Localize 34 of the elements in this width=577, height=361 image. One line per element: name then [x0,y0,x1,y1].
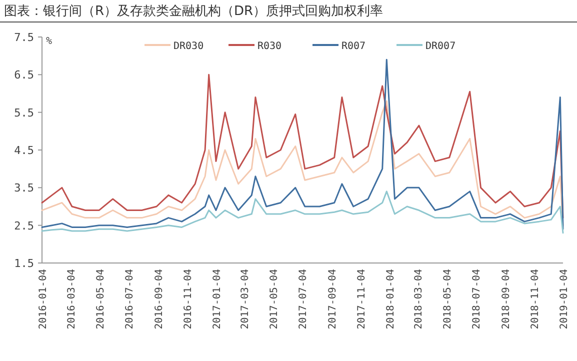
x-tick-label: 2016-07-04 [124,269,136,330]
legend-label: DR007 [426,41,456,52]
x-tick-label: 2017-01-04 [212,269,223,330]
y-axis-title: % [46,36,52,47]
x-tick-label: 2017-05-04 [269,269,280,330]
y-tick-label: 3.5 [14,182,34,195]
y-tick-label: 6.5 [14,68,34,82]
x-tick-label: 2019-01-04 [559,269,570,330]
x-tick-label: 2018-01-04 [385,269,396,330]
x-tick-label: 2018-07-04 [472,269,483,330]
legend-label: DR030 [174,41,204,52]
x-tick-label: 2017-09-04 [327,269,338,330]
y-tick-label: 4.5 [14,144,34,157]
chart-title: 图表：银行间（R）及存款类金融机构（DR）质押式回购加权利率 [4,3,384,19]
x-tick-label: 2017-03-04 [240,269,252,330]
x-tick-label: 2017-07-04 [298,269,310,330]
x-tick-label: 2016-03-04 [66,269,78,330]
legend-label: R007 [342,41,366,52]
y-tick-label: 1.5 [14,257,34,270]
x-tick-label: 2016-11-04 [182,269,194,330]
line-series [41,190,564,234]
y-tick-label: 2.5 [14,219,34,232]
x-tick-label: 2018-05-04 [442,269,454,330]
y-tick-label: 5.5 [14,106,34,120]
x-tick-label: 2018-09-04 [501,269,512,330]
x-tick-label: 2016-09-04 [154,269,165,330]
x-tick-label: 2016-01-04 [38,269,49,330]
x-tick-label: 2018-11-04 [530,269,542,330]
x-tick-label: 2017-11-04 [356,269,368,330]
line-series [41,58,564,230]
x-tick-label: 2018-03-04 [414,269,425,330]
y-tick-label: 7.5 [14,31,34,44]
x-tick-label: 2016-05-04 [96,269,107,330]
legend-label: R030 [258,41,282,52]
